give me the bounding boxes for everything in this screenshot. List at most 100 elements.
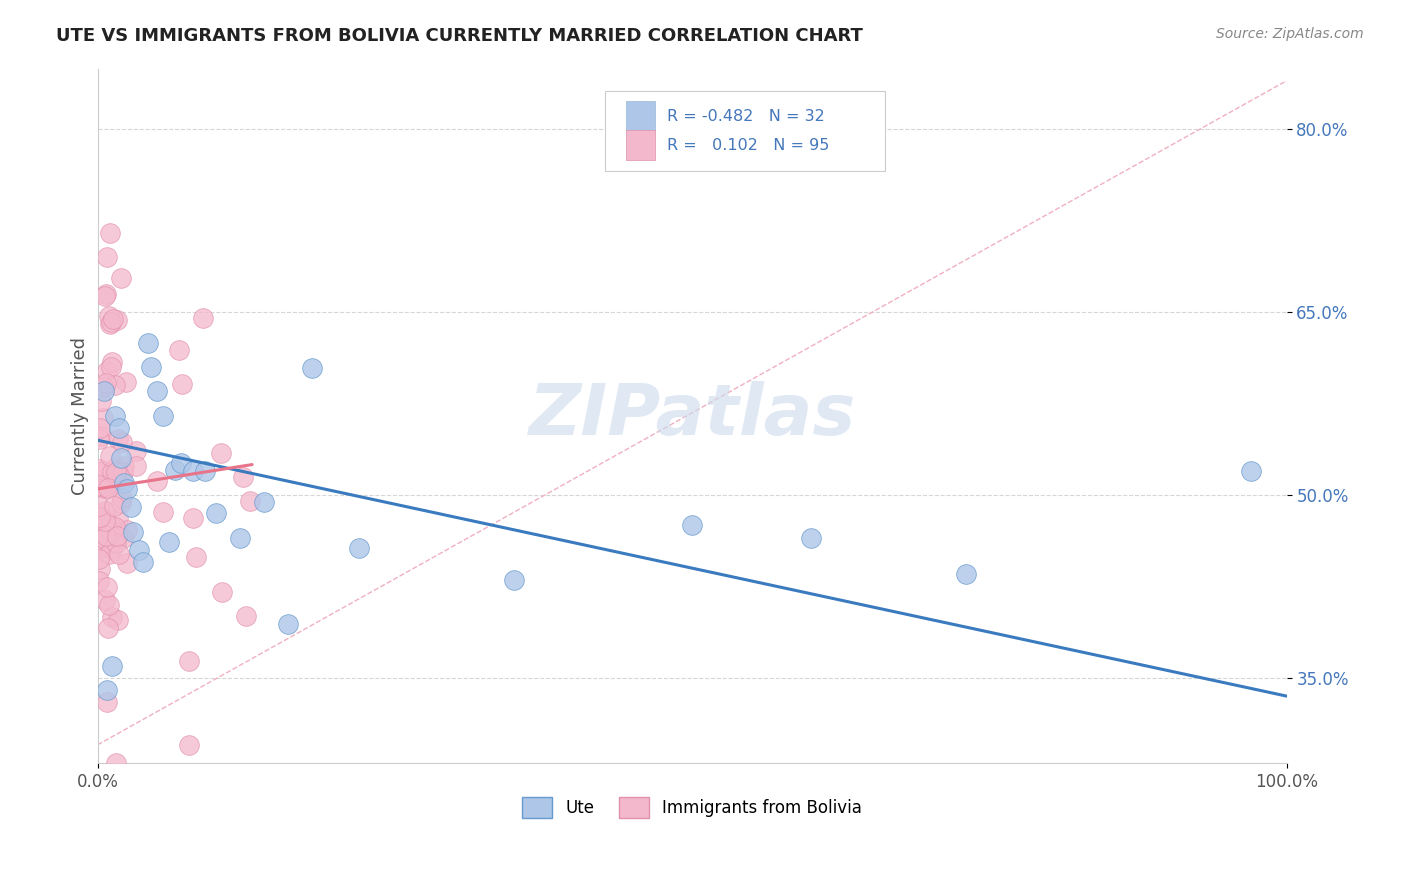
Point bbox=[181, 465, 204, 479]
Point bbox=[112, 475, 135, 490]
Point bbox=[120, 500, 142, 515]
Point bbox=[91, 410, 114, 425]
Point bbox=[232, 469, 254, 483]
Point bbox=[163, 462, 186, 476]
Point bbox=[93, 380, 115, 394]
Point bbox=[184, 549, 207, 564]
Point bbox=[107, 613, 129, 627]
Point bbox=[110, 496, 132, 510]
Point bbox=[97, 481, 120, 495]
Point bbox=[89, 510, 111, 524]
Point bbox=[103, 499, 125, 513]
Point bbox=[132, 555, 155, 569]
Point bbox=[94, 287, 117, 301]
Text: R = -0.482   N = 32: R = -0.482 N = 32 bbox=[666, 109, 825, 124]
Point bbox=[104, 461, 127, 475]
Point bbox=[108, 467, 131, 482]
Point bbox=[87, 433, 110, 447]
Point bbox=[94, 592, 117, 607]
Point bbox=[100, 537, 122, 551]
Point bbox=[955, 567, 977, 582]
Point bbox=[98, 547, 121, 561]
Point bbox=[98, 226, 121, 240]
Point bbox=[104, 378, 127, 392]
Point bbox=[170, 456, 193, 470]
Point bbox=[93, 504, 115, 518]
Point bbox=[90, 541, 112, 556]
Point bbox=[100, 360, 122, 375]
Point bbox=[193, 311, 215, 326]
Point bbox=[101, 541, 124, 556]
Point bbox=[90, 480, 112, 494]
Point bbox=[87, 540, 110, 554]
Point bbox=[91, 531, 114, 545]
Point bbox=[146, 384, 169, 399]
Point bbox=[94, 289, 117, 303]
Point bbox=[91, 531, 114, 545]
Legend: Ute, Immigrants from Bolivia: Ute, Immigrants from Bolivia bbox=[515, 790, 869, 824]
Point bbox=[97, 598, 120, 612]
Point bbox=[1240, 464, 1263, 478]
Point bbox=[110, 451, 132, 466]
Point bbox=[90, 394, 112, 409]
Point bbox=[152, 505, 174, 519]
Point bbox=[96, 695, 118, 709]
Point bbox=[104, 409, 127, 423]
Point bbox=[94, 376, 117, 390]
Point bbox=[125, 459, 148, 474]
Point bbox=[235, 608, 257, 623]
Point bbox=[96, 683, 118, 698]
Point bbox=[98, 318, 121, 332]
Bar bbox=[626, 130, 655, 161]
Point bbox=[277, 617, 299, 632]
Point bbox=[93, 384, 115, 399]
Point bbox=[97, 310, 120, 324]
Point bbox=[87, 551, 110, 566]
Point bbox=[105, 529, 128, 543]
Point bbox=[800, 531, 823, 545]
Point bbox=[94, 529, 117, 543]
FancyBboxPatch shape bbox=[606, 91, 884, 170]
Point bbox=[93, 481, 115, 495]
Point bbox=[211, 585, 233, 599]
Text: ZIPatlas: ZIPatlas bbox=[529, 381, 856, 450]
Point bbox=[103, 312, 125, 326]
Point bbox=[229, 531, 252, 545]
Point bbox=[96, 251, 118, 265]
Point bbox=[101, 466, 124, 480]
Point bbox=[157, 534, 180, 549]
Point bbox=[108, 421, 131, 435]
Point bbox=[96, 580, 118, 594]
Point bbox=[110, 271, 132, 285]
Point bbox=[239, 494, 262, 508]
Point bbox=[205, 506, 228, 520]
Text: R =   0.102   N = 95: R = 0.102 N = 95 bbox=[666, 137, 830, 153]
Point bbox=[101, 658, 124, 673]
Point bbox=[87, 574, 110, 589]
Point bbox=[107, 432, 129, 446]
Point bbox=[87, 478, 110, 492]
Point bbox=[104, 465, 127, 479]
Point bbox=[253, 495, 276, 509]
Point bbox=[145, 474, 167, 488]
Point bbox=[112, 459, 135, 474]
Point bbox=[103, 520, 125, 534]
Point bbox=[347, 541, 370, 556]
Point bbox=[107, 511, 129, 525]
Point bbox=[177, 738, 200, 752]
Point bbox=[169, 343, 191, 357]
Bar bbox=[626, 101, 655, 131]
Text: UTE VS IMMIGRANTS FROM BOLIVIA CURRENTLY MARRIED CORRELATION CHART: UTE VS IMMIGRANTS FROM BOLIVIA CURRENTLY… bbox=[56, 27, 863, 45]
Point bbox=[89, 421, 111, 435]
Point bbox=[94, 514, 117, 528]
Point bbox=[100, 519, 122, 533]
Point bbox=[100, 315, 122, 329]
Point bbox=[128, 542, 150, 557]
Point bbox=[93, 520, 115, 534]
Point bbox=[105, 313, 128, 327]
Point bbox=[87, 500, 110, 514]
Point bbox=[89, 508, 111, 522]
Point bbox=[104, 756, 127, 771]
Point bbox=[98, 475, 121, 490]
Point bbox=[98, 524, 121, 539]
